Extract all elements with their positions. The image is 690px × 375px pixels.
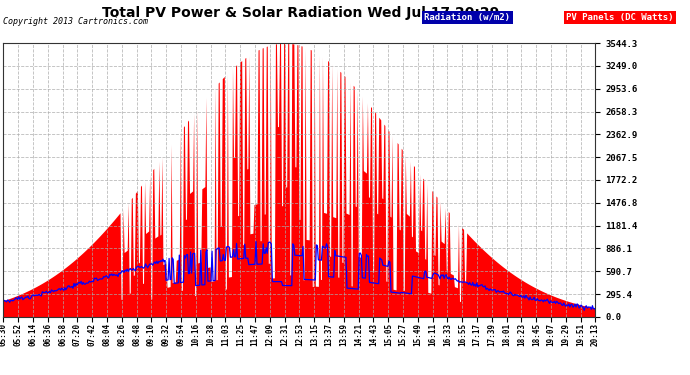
Text: Radiation (w/m2): Radiation (w/m2) <box>424 13 511 22</box>
Text: PV Panels (DC Watts): PV Panels (DC Watts) <box>566 13 673 22</box>
Text: Copyright 2013 Cartronics.com: Copyright 2013 Cartronics.com <box>3 17 148 26</box>
Text: Total PV Power & Solar Radiation Wed Jul 17 20:29: Total PV Power & Solar Radiation Wed Jul… <box>101 6 499 20</box>
